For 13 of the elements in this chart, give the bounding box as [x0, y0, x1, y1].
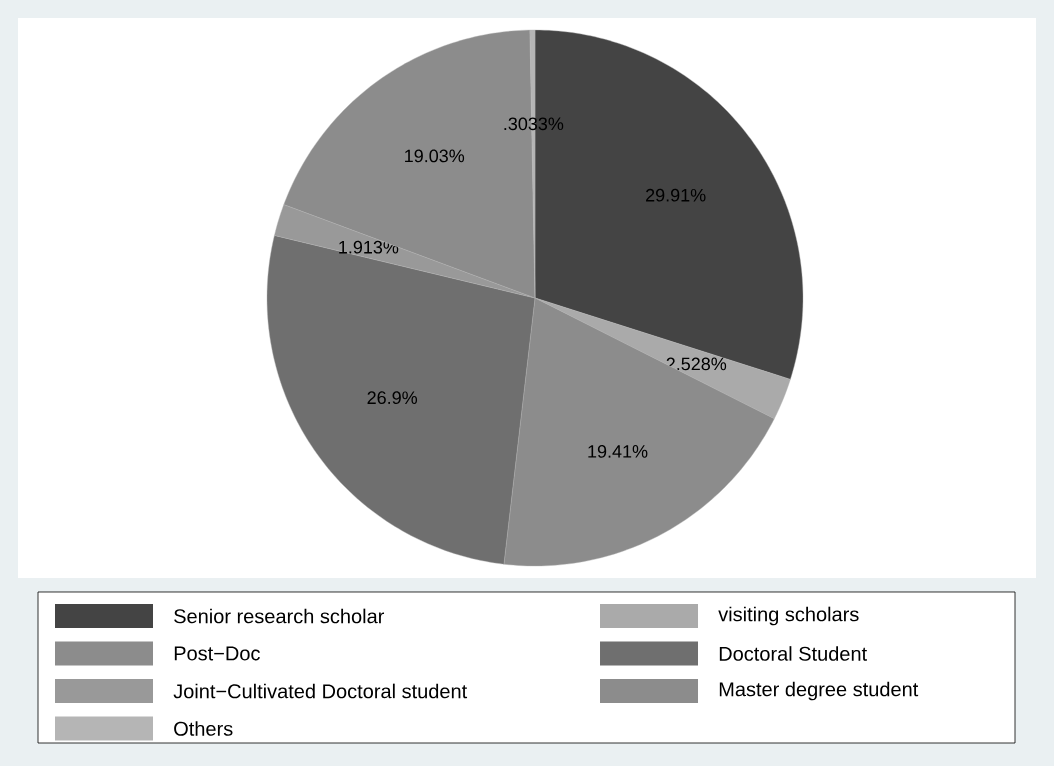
legend-label: visiting scholars — [718, 606, 859, 626]
legend-label: Senior research scholar — [174, 608, 385, 624]
data-label: 19.41% — [588, 445, 648, 458]
legend-label: Doctoral Student — [719, 646, 867, 661]
data-label: 26.9% — [367, 391, 418, 405]
data-label: 1.913% — [339, 240, 399, 254]
data-label: .3033% — [504, 117, 564, 131]
data-label: 29.91% — [646, 188, 706, 202]
data-label: 19.03% — [405, 149, 465, 163]
legend-label: Master degree student — [719, 681, 919, 701]
legend-label: Joint−Cultivated Doctoral student — [173, 683, 468, 699]
legend-label: Post−Doc — [174, 646, 260, 661]
legend-label: Others — [174, 721, 233, 736]
